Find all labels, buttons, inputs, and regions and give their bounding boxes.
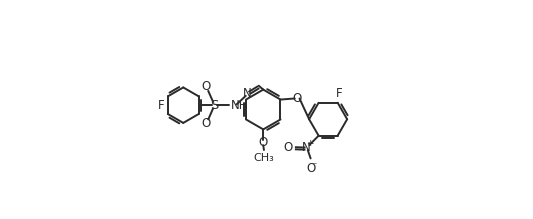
Text: +: + xyxy=(306,139,314,148)
Text: CH₃: CH₃ xyxy=(254,153,274,163)
Text: O: O xyxy=(259,136,268,149)
Text: S: S xyxy=(210,99,219,112)
Text: N: N xyxy=(302,141,311,154)
Text: F: F xyxy=(158,99,165,112)
Text: N: N xyxy=(243,87,252,101)
Text: O: O xyxy=(284,141,293,154)
Text: ⁻: ⁻ xyxy=(311,161,317,171)
Text: F: F xyxy=(335,87,342,99)
Text: NH: NH xyxy=(231,99,248,112)
Text: O: O xyxy=(306,162,315,175)
Text: O: O xyxy=(201,117,211,131)
Text: O: O xyxy=(293,92,302,105)
Text: O: O xyxy=(201,80,211,93)
